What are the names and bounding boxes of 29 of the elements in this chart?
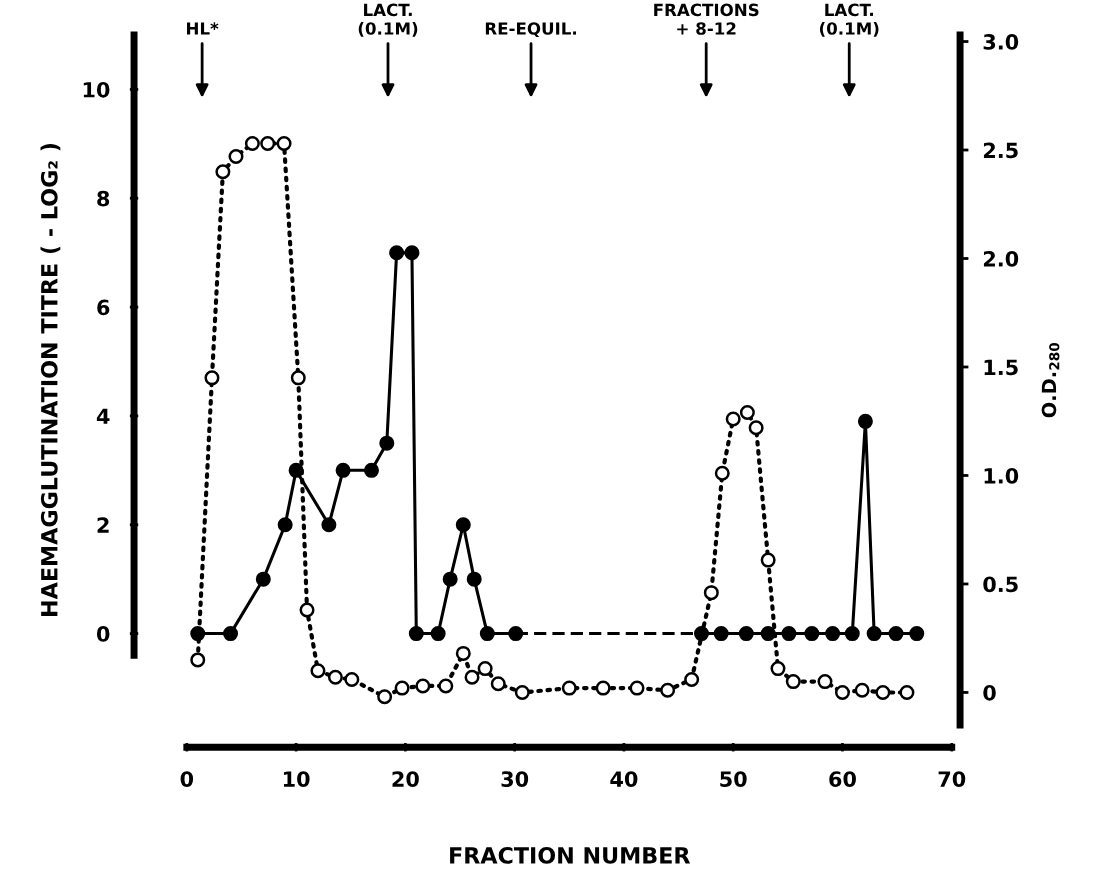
y-tick-label: 2 xyxy=(97,517,109,533)
text: FRACTIONS + 8-12 xyxy=(654,3,759,35)
x-tick-label: 60 xyxy=(829,771,856,787)
annotation: LACT. (0.1M) xyxy=(820,3,879,37)
y2-tick-label: 0 xyxy=(983,684,996,701)
x-tick-label: 20 xyxy=(392,771,419,787)
y-tick-label: 4 xyxy=(96,408,110,424)
x-tick-label: 0 xyxy=(180,771,194,787)
x-axis-title: FRACTION NUMBER xyxy=(450,846,691,864)
y2-tick-label: 3.0 xyxy=(983,33,1019,50)
x-tick-label: 70 xyxy=(938,771,966,787)
y2-tick-label: 0.5 xyxy=(983,576,1018,593)
x-tick-label: 50 xyxy=(720,771,747,787)
y2-tick-label: 1.0 xyxy=(984,467,1019,484)
y-tick-label: 10 xyxy=(83,81,110,98)
y-axis-title: HAEMAGGLUTINATION TITRE ( - LOG₂ ) xyxy=(40,143,61,616)
x-tick-label: 40 xyxy=(610,771,638,787)
y2-axis-title: O.D.$_{280}$ xyxy=(1041,342,1060,418)
y2-tick-label: 1.5 xyxy=(984,359,1018,376)
y2-tick-label: 2.5 xyxy=(983,142,1018,159)
y-tick-label: 0 xyxy=(96,626,110,642)
text: HL* xyxy=(187,22,219,35)
annotation: RE-EQUIL. xyxy=(485,22,577,38)
x-tick-label: 30 xyxy=(501,771,529,787)
y-tick-label: 8 xyxy=(97,190,110,207)
annotation: LACT. (0.1M) xyxy=(358,3,418,37)
x-tick-label: 10 xyxy=(283,771,310,787)
y-tick-label: 6 xyxy=(97,299,110,316)
y2-tick-label: 2.0 xyxy=(983,250,1019,267)
